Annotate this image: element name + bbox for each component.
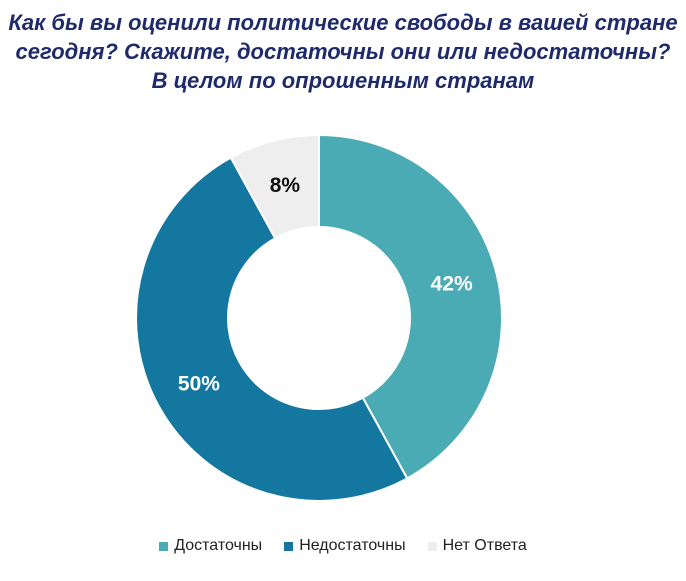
chart-title-line-1: Как бы вы оценили политические свободы в… bbox=[8, 10, 678, 35]
legend-item-insufficient: Недостаточны bbox=[284, 537, 406, 555]
legend-label-no-answer: Нет Ответа bbox=[442, 537, 527, 554]
legend-item-sufficient: Достаточны bbox=[159, 537, 262, 555]
donut-slice-insufficient bbox=[135, 156, 409, 502]
legend-swatch-no-answer bbox=[427, 541, 437, 551]
legend-swatch-sufficient bbox=[159, 541, 169, 551]
donut-slice-sufficient bbox=[318, 133, 503, 480]
data-label-no-answer: 8% bbox=[270, 174, 301, 197]
legend-swatch-insufficient bbox=[284, 541, 294, 551]
chart-title-line-2: сегодня? Скажите, достаточны они или нед… bbox=[15, 39, 671, 64]
data-label-insufficient: 50% bbox=[178, 373, 220, 396]
chart-title-line-3: В целом по опрошенным странам bbox=[151, 68, 535, 93]
legend-label-insufficient: Недостаточны bbox=[299, 537, 406, 554]
legend-label-sufficient: Достаточны bbox=[174, 537, 263, 554]
legend-item-no-answer: Нет Ответа bbox=[427, 537, 527, 555]
donut-slice-no-answer bbox=[229, 133, 320, 240]
chart-legend: Достаточны Недостаточны Нет Ответа bbox=[0, 537, 686, 555]
chart-title: Как бы вы оценили политические свободы в… bbox=[0, 8, 686, 95]
data-label-sufficient: 42% bbox=[431, 272, 473, 295]
